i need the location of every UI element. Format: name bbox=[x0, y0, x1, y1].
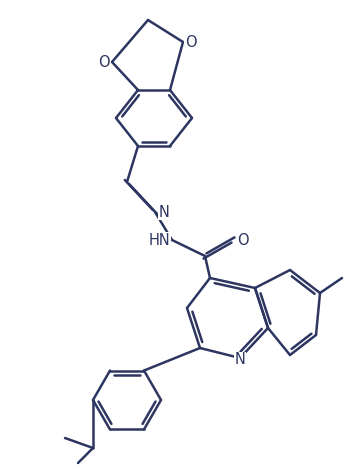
Text: HN: HN bbox=[148, 233, 170, 248]
Text: N: N bbox=[234, 353, 245, 368]
Text: O: O bbox=[237, 233, 249, 248]
Text: N: N bbox=[159, 204, 170, 219]
Text: O: O bbox=[185, 35, 197, 50]
Text: O: O bbox=[98, 54, 110, 69]
